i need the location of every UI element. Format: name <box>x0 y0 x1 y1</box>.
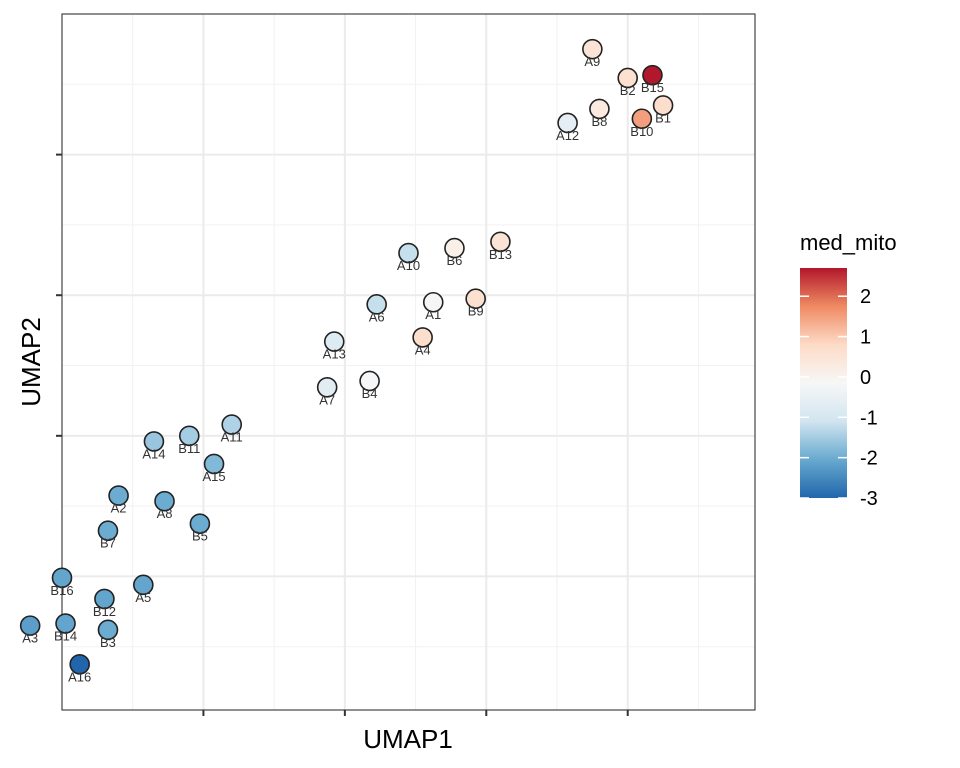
data-point <box>652 95 674 116</box>
data-point <box>316 377 338 398</box>
data-point <box>642 64 663 86</box>
data-point <box>203 453 225 475</box>
point-label: B12 <box>93 604 116 619</box>
legend-ticks: 2 1 0 -1 -2 -3 <box>800 286 878 510</box>
point-label: A13 <box>323 347 346 362</box>
point-label: B9 <box>468 304 484 319</box>
point-label: A12 <box>556 128 579 143</box>
data-points <box>19 38 674 675</box>
panel-border <box>61 13 756 711</box>
point-label: A4 <box>415 342 431 357</box>
data-point <box>94 588 115 610</box>
point-label: A14 <box>142 446 165 461</box>
data-point <box>398 242 419 264</box>
data-point <box>55 613 76 634</box>
minor-gridlines <box>62 14 755 710</box>
point-label: A7 <box>319 392 335 407</box>
point-label: A9 <box>584 54 600 69</box>
data-point <box>465 288 486 310</box>
point-label: A10 <box>397 258 420 273</box>
data-point <box>323 331 345 352</box>
point-label: A1 <box>425 307 441 322</box>
data-point <box>178 425 200 447</box>
data-point <box>51 567 73 589</box>
point-label: B4 <box>362 386 378 401</box>
point-label: B3 <box>100 635 116 650</box>
point-label: B16 <box>50 583 73 598</box>
y-axis-title: UMAP2 <box>16 317 46 407</box>
point-label: A2 <box>111 501 127 516</box>
data-point <box>444 237 465 259</box>
legend: med_mito 2 1 0 -1 -2 -3 <box>800 230 897 510</box>
point-label: A15 <box>202 469 225 484</box>
legend-tick-label: -3 <box>860 488 878 510</box>
legend-tick-label: 0 <box>860 367 871 389</box>
point-label: B2 <box>620 83 636 98</box>
point-label: A16 <box>68 669 91 684</box>
data-point <box>422 291 444 313</box>
data-point <box>589 98 610 120</box>
data-point <box>143 431 165 452</box>
data-point <box>557 112 578 134</box>
point-label: B15 <box>641 80 664 95</box>
panel-background <box>62 14 755 710</box>
point-label: B8 <box>591 114 607 129</box>
point-label: B1 <box>655 110 671 125</box>
major-gridlines <box>62 14 755 710</box>
data-point <box>359 370 380 392</box>
point-label: B13 <box>489 247 512 262</box>
data-point <box>582 38 603 60</box>
data-point <box>69 654 90 675</box>
point-label: A11 <box>221 430 243 445</box>
data-point <box>97 520 119 542</box>
data-point <box>412 327 433 348</box>
data-point <box>133 574 154 596</box>
data-point <box>366 294 387 315</box>
data-point <box>97 619 119 641</box>
point-label: B10 <box>630 124 653 139</box>
point-label: B5 <box>192 529 208 544</box>
point-label: B14 <box>54 629 77 644</box>
data-point <box>617 67 639 89</box>
point-label: B11 <box>178 441 200 456</box>
x-axis-title: UMAP1 <box>363 724 453 754</box>
data-point <box>19 615 41 636</box>
legend-tick-label: 1 <box>860 327 871 349</box>
data-point <box>154 490 175 512</box>
data-point <box>490 231 511 253</box>
legend-tick-label: -2 <box>860 448 878 470</box>
legend-tick-label: -1 <box>860 407 878 429</box>
legend-tick-label: 2 <box>860 286 871 308</box>
data-point <box>108 485 129 506</box>
point-label: A8 <box>157 506 173 521</box>
point-label: A6 <box>369 309 385 324</box>
point-label: A5 <box>135 590 151 605</box>
data-point <box>221 414 243 435</box>
data-point <box>631 108 653 130</box>
legend-title: med_mito <box>800 230 897 255</box>
point-label: A3 <box>22 631 38 646</box>
legend-colorbar <box>800 268 847 498</box>
point-label: B6 <box>447 253 463 268</box>
point-label: B7 <box>100 536 116 551</box>
data-point <box>189 513 211 534</box>
